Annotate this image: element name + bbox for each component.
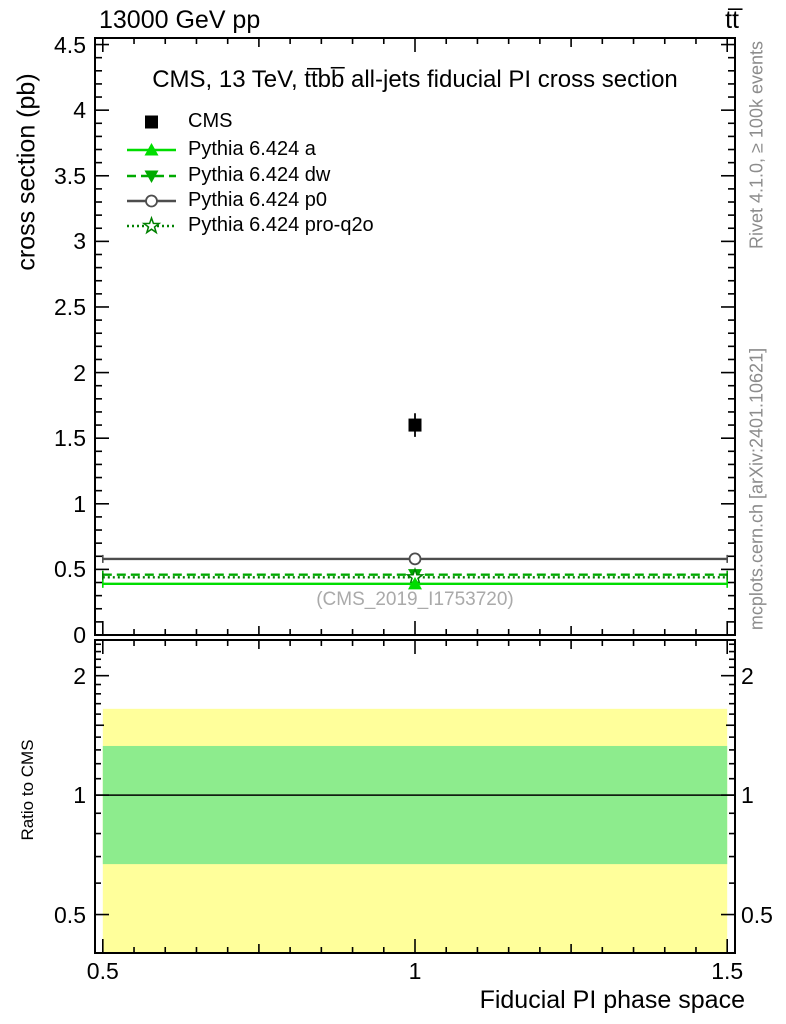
legend-item-label: Pythia 6.424 p0 (188, 189, 327, 211)
tick-label: 4.5 (54, 31, 86, 58)
series-cms (408, 413, 422, 437)
tick-label: 1.5 (54, 425, 86, 452)
beam-energy-label: 13000 GeV pp (99, 6, 261, 34)
tick-label: 1 (73, 490, 86, 517)
tick-label: 2 (73, 359, 86, 386)
legend-item-label: Pythia 6.424 a (188, 138, 316, 160)
mcplots-credit-note: mcplots.cern.ch [arXiv:2401.10621] (746, 347, 767, 631)
square-marker (145, 115, 158, 129)
tick-label: 3 (73, 228, 86, 255)
series-pythia-6-424-a (102, 576, 728, 590)
legend-item-label: CMS (188, 110, 233, 132)
legend-glyphs (127, 115, 176, 235)
tick-label: 2 (741, 662, 754, 689)
circle-open-marker (408, 552, 422, 566)
plot-title: CMS, 13 TeV, tt̅bb̅ all-jets fiducial PI… (152, 66, 678, 93)
tick-label: 1 (741, 782, 754, 809)
tick-label: 1 (408, 958, 422, 984)
rivet-version-note: Rivet 4.1.0, ≥ 100k events (746, 41, 767, 249)
process-label: tt̅ (725, 6, 739, 34)
triangle-down-marker (144, 170, 159, 183)
triangle-up-marker (408, 576, 422, 590)
band-stat-uncertainty (102, 745, 728, 865)
tick-label: 2.5 (54, 293, 86, 320)
tick-label: 0.5 (54, 901, 86, 928)
tick-label: 0.5 (86, 958, 119, 984)
star-open-marker (141, 215, 162, 235)
legend-item-label: Pythia 6.424 pro-q2o (188, 214, 374, 236)
x-axis-label: Fiducial PI phase space (479, 986, 745, 1014)
series (102, 413, 728, 590)
tick-label: 1 (73, 782, 86, 809)
circle-open-marker (145, 194, 158, 208)
legend-item-label: Pythia 6.424 dw (188, 164, 331, 186)
ratio-uncertainty-bands (102, 708, 728, 953)
axis-ticks (95, 38, 735, 953)
series-pythia-6-424-p0 (102, 552, 728, 566)
tick-label: 2 (73, 662, 86, 689)
tick-label: 1.5 (711, 958, 744, 984)
tick-label: 4 (73, 97, 86, 124)
tick-label: 3.5 (54, 162, 86, 189)
square-marker (408, 418, 422, 432)
tick-label: 0 (73, 622, 86, 648)
triangle-up-marker (144, 143, 159, 156)
analysis-id-watermark: (CMS_2019_I1753720) (316, 589, 514, 610)
tick-label: 0.5 (54, 556, 86, 583)
tick-label: 0.5 (741, 901, 773, 928)
